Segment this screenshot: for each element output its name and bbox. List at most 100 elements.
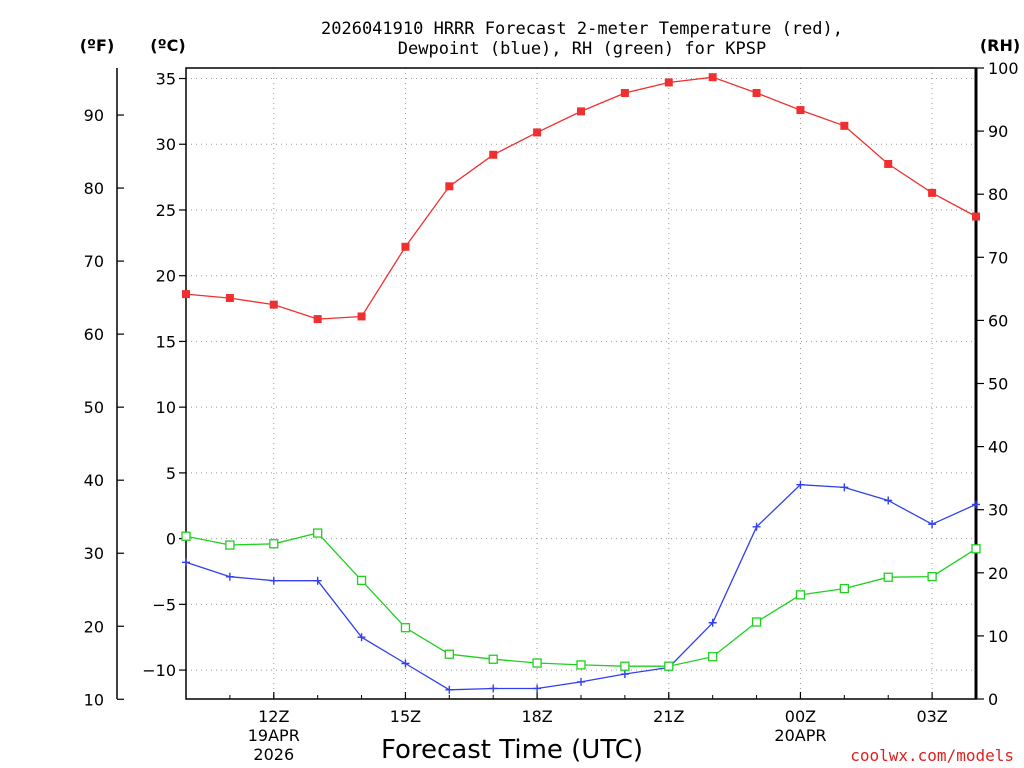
rh-point xyxy=(795,590,806,600)
celsius-tick-label: 20 xyxy=(156,267,176,286)
x-tick-label: 20APR xyxy=(774,726,826,745)
fahrenheit-tick-label: 40 xyxy=(84,471,104,490)
celsius-tick-label: 25 xyxy=(156,201,176,220)
rh-point xyxy=(620,661,630,671)
dewpoint-point xyxy=(577,677,585,686)
dewpoint-line xyxy=(185,484,977,691)
fahrenheit-tick-label: 30 xyxy=(84,544,104,563)
rh-tick-label: 30 xyxy=(988,501,1008,520)
temperature-point xyxy=(357,312,366,321)
temperature-point xyxy=(182,290,190,299)
credit-text: coolwx.com/models xyxy=(850,746,1014,765)
dewpoint-point xyxy=(884,496,893,505)
dewpoint-point xyxy=(796,480,805,489)
rh-tick-label: 60 xyxy=(988,311,1008,330)
rh-point xyxy=(839,583,849,594)
series xyxy=(181,73,981,694)
temperature-point xyxy=(577,107,585,116)
rh-point xyxy=(356,575,367,586)
fahrenheit-tick-label: 80 xyxy=(84,179,104,198)
rh-tick-label: 20 xyxy=(988,564,1008,583)
celsius-tick-label: −5 xyxy=(152,595,176,614)
rh-point xyxy=(444,649,454,659)
dewpoint-point xyxy=(313,576,322,585)
dewpoint-point xyxy=(401,659,410,668)
rh-tick-label: 70 xyxy=(988,248,1008,267)
x-tick-label: 2026 xyxy=(253,745,294,764)
dewpoint-point xyxy=(533,684,542,693)
rh-line xyxy=(185,532,977,667)
chart-title-line2: Dewpoint (blue), RH (green) for KPSP xyxy=(398,39,766,59)
rh-point xyxy=(269,539,279,549)
temperature-point xyxy=(884,159,893,168)
fahrenheit-tick-label: 90 xyxy=(84,106,104,125)
dewpoint-point xyxy=(445,685,454,694)
rh-tick-label: 90 xyxy=(988,122,1008,141)
rh-tick-label: 50 xyxy=(988,375,1008,394)
celsius-tick-label: 10 xyxy=(156,398,176,417)
x-axis-label: Forecast Time (UTC) xyxy=(381,735,643,765)
dewpoint-point xyxy=(357,633,366,642)
fahrenheit-unit-label: (ºF) xyxy=(80,36,115,55)
temperature-point xyxy=(796,106,805,115)
fahrenheit-tick-label: 50 xyxy=(84,398,104,417)
temperature-point xyxy=(752,88,761,97)
fahrenheit-tick-label: 70 xyxy=(84,252,104,271)
rh-point xyxy=(927,571,937,582)
dewpoint-point xyxy=(225,572,234,581)
rh-point xyxy=(313,528,323,538)
fahrenheit-tick-label: 20 xyxy=(84,617,104,636)
fahrenheit-tick-label: 10 xyxy=(84,690,104,709)
temperature-point xyxy=(225,294,234,303)
temperature-point xyxy=(401,242,410,251)
temperature-point xyxy=(489,150,498,159)
temperature-point xyxy=(664,78,673,87)
rh-tick-label: 40 xyxy=(988,438,1008,457)
dewpoint-point xyxy=(620,670,629,679)
temperature-point xyxy=(708,73,717,82)
rh-point xyxy=(883,572,893,582)
dewpoint-point xyxy=(928,520,937,529)
rh-point xyxy=(225,540,235,550)
rh-point xyxy=(751,617,762,627)
temperature-point xyxy=(620,88,629,97)
dewpoint-point xyxy=(752,522,761,531)
dewpoint-point xyxy=(708,618,717,627)
x-tick-label: 15Z xyxy=(390,707,421,726)
rh-unit-label: (RH) xyxy=(980,36,1020,55)
rh-point xyxy=(664,661,674,671)
celsius-tick-label: 35 xyxy=(156,70,176,89)
celsius-tick-label: 0 xyxy=(166,530,176,549)
grid xyxy=(186,68,976,699)
rh-point xyxy=(181,531,191,541)
x-tick-label: 19APR xyxy=(248,726,300,745)
fahrenheit-tick-label: 60 xyxy=(84,325,104,344)
temperature-point xyxy=(972,212,980,221)
x-tick-label: 12Z xyxy=(258,707,289,726)
x-tick-label: 00Z xyxy=(785,707,816,726)
celsius-tick-label: 30 xyxy=(156,135,176,154)
temperature-point xyxy=(533,128,542,137)
axes: 35302520151050−5−10908070605040302010100… xyxy=(84,59,1019,764)
rh-point xyxy=(488,654,498,664)
x-tick-label: 18Z xyxy=(521,707,552,726)
x-tick-label: 21Z xyxy=(653,707,684,726)
temperature-point xyxy=(840,121,849,130)
chart-title-line1: 2026041910 HRRR Forecast 2-meter Tempera… xyxy=(321,19,843,39)
temperature-point xyxy=(928,188,937,197)
temperature-point xyxy=(445,182,454,191)
dewpoint-point xyxy=(489,684,498,693)
dewpoint-point xyxy=(840,483,849,492)
rh-point xyxy=(532,658,542,668)
rh-point xyxy=(708,652,718,662)
dewpoint-point xyxy=(182,558,190,567)
dewpoint-point xyxy=(269,576,278,585)
rh-point xyxy=(576,660,586,670)
celsius-unit-label: (ºC) xyxy=(150,36,185,55)
rh-tick-label: 10 xyxy=(988,627,1008,646)
rh-tick-label: 100 xyxy=(988,59,1019,78)
rh-tick-label: 0 xyxy=(988,690,998,709)
temperature-point xyxy=(269,300,278,309)
x-tick-label: 03Z xyxy=(916,707,947,726)
